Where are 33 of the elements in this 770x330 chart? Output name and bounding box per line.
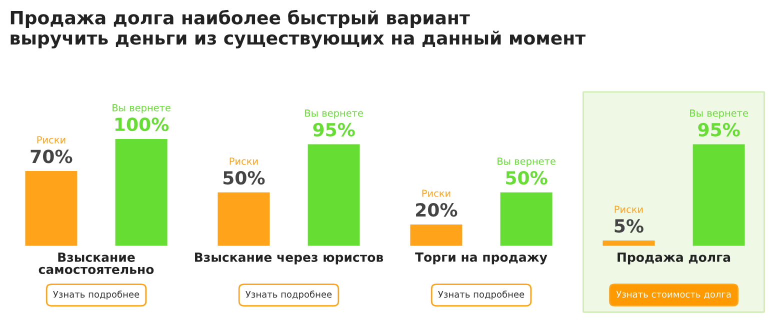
text: Вы вернете	[305, 110, 363, 119]
text: Риски	[230, 158, 258, 165]
bar	[692, 144, 745, 246]
data-label: 100%	[115, 118, 169, 132]
data-label: 50%	[223, 170, 265, 185]
text: Риски	[422, 190, 450, 197]
x-tick-label: Торги на продажу	[415, 252, 548, 264]
text: Вы вернете	[112, 104, 170, 114]
chart-title: Продажа долга наиболее быстрый вариант выручить деньги из существующих на данный момент	[10, 10, 586, 48]
text: Узнать подробнее	[53, 290, 140, 300]
bar	[410, 224, 462, 246]
bar	[602, 240, 655, 246]
x-tick-label: Продажа долга	[618, 252, 730, 264]
text: Вы вернете	[498, 158, 556, 167]
text: Вы вернете	[690, 110, 748, 119]
data-label: 95%	[313, 122, 355, 137]
text: Узнать подробнее	[246, 290, 332, 300]
bar	[500, 192, 552, 246]
bar	[115, 138, 168, 246]
text: Узнать стоимость долга	[616, 290, 731, 299]
x-tick-label: Взыскание самостоятельно	[38, 252, 154, 274]
x-tick-label: Взыскание через юристов	[195, 252, 384, 264]
text: Риски	[614, 206, 643, 213]
text: Риски	[37, 136, 66, 144]
data-label: 5%	[614, 219, 644, 233]
bar	[25, 171, 78, 246]
data-label: 50%	[506, 170, 548, 185]
bar	[308, 144, 360, 246]
text: Узнать подробнее	[438, 290, 524, 300]
data-label: 70%	[30, 150, 72, 164]
bar	[218, 192, 270, 246]
data-label: 20%	[416, 203, 458, 217]
data-label: 95%	[698, 122, 740, 137]
